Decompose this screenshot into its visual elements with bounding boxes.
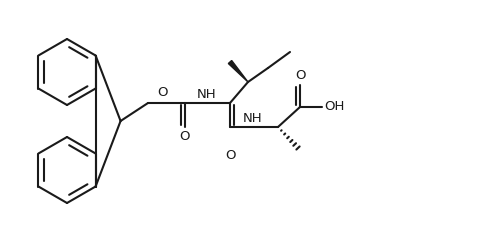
Text: NH: NH xyxy=(197,88,217,101)
Text: O: O xyxy=(158,86,168,99)
Text: NH: NH xyxy=(243,112,263,125)
Polygon shape xyxy=(228,61,248,82)
Text: OH: OH xyxy=(324,101,345,113)
Text: O: O xyxy=(180,130,190,143)
Text: O: O xyxy=(295,69,305,82)
Text: O: O xyxy=(225,149,235,162)
